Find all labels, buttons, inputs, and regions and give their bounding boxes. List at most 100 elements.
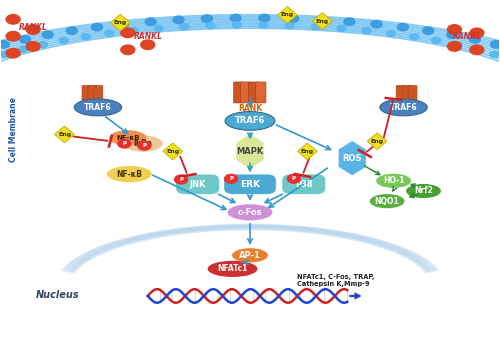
Ellipse shape xyxy=(232,248,268,262)
FancyBboxPatch shape xyxy=(240,82,251,103)
Circle shape xyxy=(173,16,184,23)
Circle shape xyxy=(470,28,484,38)
Circle shape xyxy=(138,141,151,150)
Circle shape xyxy=(490,51,499,57)
Circle shape xyxy=(121,45,135,54)
Circle shape xyxy=(422,27,434,34)
Text: NF-κB: NF-κB xyxy=(116,135,140,141)
Circle shape xyxy=(288,174,300,183)
Text: RANKL: RANKL xyxy=(134,32,162,41)
Text: AP-1: AP-1 xyxy=(239,251,261,260)
FancyBboxPatch shape xyxy=(176,174,220,194)
Circle shape xyxy=(6,32,20,41)
Text: Eng: Eng xyxy=(114,20,127,25)
FancyBboxPatch shape xyxy=(234,82,244,103)
Text: c-Fos: c-Fos xyxy=(238,208,262,217)
Ellipse shape xyxy=(228,204,272,220)
Circle shape xyxy=(26,25,40,34)
Text: Cell Membrane: Cell Membrane xyxy=(8,97,18,162)
Circle shape xyxy=(259,22,268,28)
Polygon shape xyxy=(278,6,297,23)
Text: RANKL: RANKL xyxy=(452,32,482,41)
FancyBboxPatch shape xyxy=(396,85,405,103)
Polygon shape xyxy=(312,13,332,29)
Circle shape xyxy=(104,30,114,36)
Text: TRAF6: TRAF6 xyxy=(390,103,417,112)
Polygon shape xyxy=(338,140,366,176)
Circle shape xyxy=(202,15,212,22)
Circle shape xyxy=(0,41,10,48)
Text: JNK: JNK xyxy=(190,180,206,189)
Text: IkBa: IkBa xyxy=(134,139,152,148)
Ellipse shape xyxy=(107,166,152,182)
Circle shape xyxy=(60,37,68,44)
Circle shape xyxy=(145,18,156,26)
Text: NQO1: NQO1 xyxy=(374,197,400,206)
Circle shape xyxy=(452,42,462,48)
FancyBboxPatch shape xyxy=(256,82,266,103)
Ellipse shape xyxy=(109,130,146,146)
Polygon shape xyxy=(368,133,387,150)
Text: TRAF6: TRAF6 xyxy=(84,103,112,112)
Circle shape xyxy=(92,23,102,31)
Ellipse shape xyxy=(380,99,428,116)
Text: Nrf2: Nrf2 xyxy=(414,187,433,196)
Polygon shape xyxy=(163,143,182,160)
Text: NFATc1: NFATc1 xyxy=(218,265,248,273)
Circle shape xyxy=(20,36,30,43)
FancyBboxPatch shape xyxy=(282,174,326,194)
Circle shape xyxy=(344,18,355,26)
Circle shape xyxy=(316,16,327,23)
Ellipse shape xyxy=(370,194,404,208)
Circle shape xyxy=(259,14,270,22)
Circle shape xyxy=(288,15,298,22)
Text: P: P xyxy=(122,141,126,146)
Circle shape xyxy=(312,24,320,30)
Circle shape xyxy=(472,46,481,52)
FancyBboxPatch shape xyxy=(88,85,97,103)
Circle shape xyxy=(362,28,371,34)
Ellipse shape xyxy=(225,112,275,130)
Circle shape xyxy=(42,31,53,38)
Text: MAPK: MAPK xyxy=(236,147,264,156)
Polygon shape xyxy=(236,134,264,169)
Text: HO-1: HO-1 xyxy=(383,176,404,185)
FancyBboxPatch shape xyxy=(402,85,411,103)
Circle shape xyxy=(206,22,215,29)
Text: RANKL: RANKL xyxy=(18,23,48,32)
Circle shape xyxy=(490,41,500,48)
Circle shape xyxy=(154,26,163,32)
FancyBboxPatch shape xyxy=(408,85,417,103)
Circle shape xyxy=(19,46,28,52)
Polygon shape xyxy=(110,14,130,31)
Text: Eng: Eng xyxy=(58,132,71,137)
Circle shape xyxy=(141,40,155,49)
Circle shape xyxy=(6,48,20,58)
Text: NF-κB: NF-κB xyxy=(116,170,142,178)
Circle shape xyxy=(1,51,10,57)
Circle shape xyxy=(432,37,440,44)
Ellipse shape xyxy=(74,99,122,116)
Text: Nucleus: Nucleus xyxy=(36,290,80,300)
Text: RANK: RANK xyxy=(238,104,262,113)
Text: P: P xyxy=(179,177,183,182)
Text: Eng: Eng xyxy=(301,149,314,154)
Circle shape xyxy=(470,45,484,54)
Circle shape xyxy=(82,34,90,40)
FancyBboxPatch shape xyxy=(94,85,103,103)
Text: P: P xyxy=(229,176,233,181)
Text: TRAF6: TRAF6 xyxy=(235,116,265,125)
Circle shape xyxy=(26,42,40,51)
Circle shape xyxy=(410,34,418,40)
Circle shape xyxy=(448,42,462,51)
Text: Eng: Eng xyxy=(370,139,384,144)
Circle shape xyxy=(448,25,462,34)
Circle shape xyxy=(66,27,78,34)
Text: ROS: ROS xyxy=(342,154,362,163)
Ellipse shape xyxy=(208,261,258,277)
Circle shape xyxy=(232,22,241,28)
Circle shape xyxy=(129,28,138,34)
Circle shape xyxy=(470,36,480,43)
Polygon shape xyxy=(298,143,317,160)
Circle shape xyxy=(337,26,346,32)
